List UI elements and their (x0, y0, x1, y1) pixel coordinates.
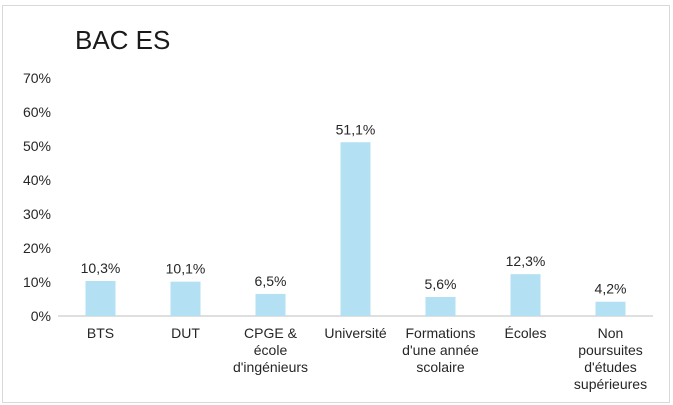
data-label: 51,1% (336, 121, 376, 137)
y-tick-label: 50% (23, 138, 51, 154)
x-tick-label: CPGE & école d'ingénieurs (233, 325, 308, 375)
data-label: 5,6% (425, 276, 457, 292)
x-tick-label-line: d'une année (402, 342, 479, 358)
y-tick-label: 40% (23, 172, 51, 188)
data-label: 10,3% (81, 260, 121, 276)
x-tick-label: Formations d'une année scolaire (402, 325, 479, 375)
bar (340, 142, 371, 316)
x-tick-label-line: supérieures (574, 376, 647, 392)
bar (255, 293, 286, 316)
x-tick-label-line: d'ingénieurs (233, 359, 308, 375)
y-tick-label: 20% (23, 240, 51, 256)
x-tick-label: Université (324, 325, 386, 341)
x-tick-label: DUT (171, 325, 200, 341)
x-tick-label-line: CPGE & (244, 325, 298, 341)
data-label: 10,1% (166, 261, 206, 277)
bar (170, 281, 201, 316)
x-tick-label-line: poursuites (578, 342, 643, 358)
chart-frame: BAC ES 0% 10% 20% 30% 40% 50% 60% 70% 10,3% 10,1… (2, 5, 670, 403)
y-tick-label: 30% (23, 206, 51, 222)
x-tick-label-line: d'études (584, 359, 637, 375)
x-tick-label-line: école (254, 342, 288, 358)
y-tick-label: 60% (23, 104, 51, 120)
x-tick-label-line: BTS (87, 325, 114, 341)
bar-chart: BAC ES 0% 10% 20% 30% 40% 50% 60% 70% 10,3% 10,1… (23, 25, 653, 392)
y-tick-label: 10% (23, 274, 51, 290)
x-tick-label-line: Formations (405, 325, 475, 341)
data-labels: 10,3% 10,1% 6,5% 51,1% 5,6% 12,3% 4,2% (81, 121, 627, 296)
x-tick-label: Écoles (504, 325, 546, 341)
x-tick-label: BTS (87, 325, 114, 341)
data-label: 4,2% (595, 281, 627, 297)
y-axis-ticks: 0% 10% 20% 30% 40% 50% 60% 70% (23, 70, 51, 324)
bar (85, 280, 116, 316)
category-labels: BTS DUT CPGE & école d'ingénieurs Université F… (87, 325, 647, 392)
bar (425, 296, 456, 316)
bars (85, 142, 626, 316)
x-tick-label-line: Non (598, 325, 624, 341)
x-tick-label-line: DUT (171, 325, 200, 341)
y-tick-label: 70% (23, 70, 51, 86)
chart-title: BAC ES (75, 25, 170, 55)
bar (595, 301, 626, 316)
bar (510, 274, 541, 316)
x-tick-label-line: scolaire (416, 359, 464, 375)
data-label: 12,3% (506, 253, 546, 269)
x-tick-label-line: Écoles (504, 325, 546, 341)
y-tick-label: 0% (31, 308, 51, 324)
x-tick-label: Non poursuites d'études supérieures (574, 325, 647, 392)
x-tick-label-line: Université (324, 325, 386, 341)
data-label: 6,5% (255, 273, 287, 289)
